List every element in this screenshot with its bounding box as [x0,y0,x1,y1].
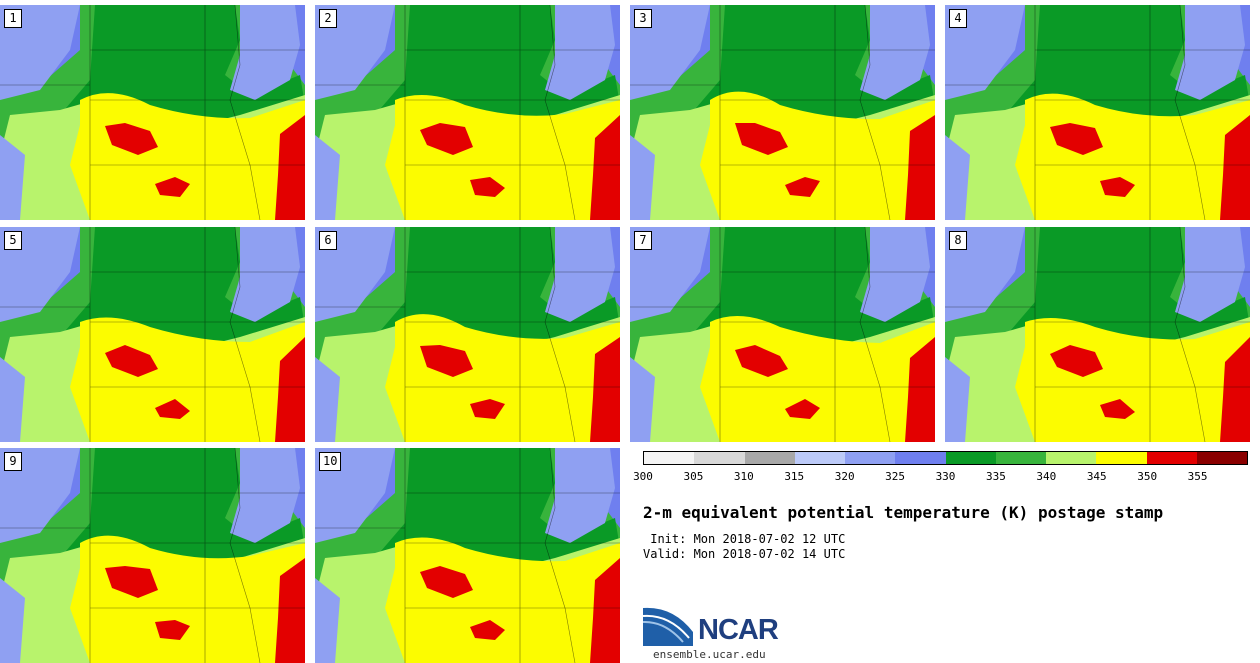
temperature-map [630,5,935,220]
member-number-label: 3 [634,9,652,28]
member-panel: 1 [0,5,305,220]
colorbar-tick-label: 310 [733,470,754,483]
ncar-logo-icon [643,607,693,646]
colorbar-tick-label: 355 [1187,470,1208,483]
colorbar-segment [1146,452,1197,464]
member-panel: 10 [315,448,620,663]
colorbar-segment [644,452,695,464]
member-number-label: 10 [319,452,342,471]
member-panel: 2 [315,5,620,220]
colorbar-tick-label: 320 [834,470,855,483]
temperature-map [945,227,1250,442]
member-number-label: 1 [4,9,22,28]
member-panel: 8 [945,227,1250,442]
colorbar-segment [845,452,896,464]
member-number-label: 5 [4,231,22,250]
colorbar-tick-label: 305 [683,470,704,483]
colorbar-segment [895,452,946,464]
colorbar-tick-label: 345 [1086,470,1107,483]
temperature-map [0,448,305,663]
colorbar-segment [1096,452,1147,464]
colorbar-segment [794,452,845,464]
colorbar-tick-label: 350 [1137,470,1158,483]
colorbar-segment [945,452,996,464]
colorbar-tick-label: 300 [633,470,653,483]
member-panel: 9 [0,448,305,663]
colorbar-tick-label: 330 [935,470,956,483]
colorbar-segment [744,452,795,464]
colorbar-tick-label: 315 [784,470,805,483]
member-panel: 3 [630,5,935,220]
temperature-map [0,5,305,220]
member-number-label: 7 [634,231,652,250]
member-panel: 7 [630,227,935,442]
member-panel: 4 [945,5,1250,220]
valid-time: Valid: Mon 2018-07-02 14 UTC [643,547,846,561]
colorbar-segment [1196,452,1247,464]
chart-title: 2-m equivalent potential temperature (K)… [643,503,1164,522]
member-number-label: 4 [949,9,967,28]
member-number-label: 8 [949,231,967,250]
member-number-label: 2 [319,9,337,28]
member-number-label: 6 [319,231,337,250]
member-number-label: 9 [4,452,22,471]
colorbar-tick-label: 325 [885,470,906,483]
logo-url: ensemble.ucar.edu [653,648,766,661]
member-panel: 6 [315,227,620,442]
temperature-map [315,5,620,220]
temperature-map [945,5,1250,220]
temperature-map [315,227,620,442]
colorbar [643,451,1248,465]
temperature-map [315,448,620,663]
ncar-logo-text: NCAR [698,614,779,646]
init-time: Init: Mon 2018-07-02 12 UTC [643,532,846,546]
temperature-map [630,227,935,442]
temperature-map [0,227,305,442]
colorbar-tick-label: 335 [985,470,1006,483]
colorbar-segment [995,452,1046,464]
colorbar-segment [694,452,745,464]
colorbar-tick-label: 340 [1036,470,1057,483]
colorbar-segment [1046,452,1097,464]
member-panel: 5 [0,227,305,442]
colorbar-tick-labels: 300 305 310 315 320 325 330 335 340 345 350 355 [633,470,1248,484]
